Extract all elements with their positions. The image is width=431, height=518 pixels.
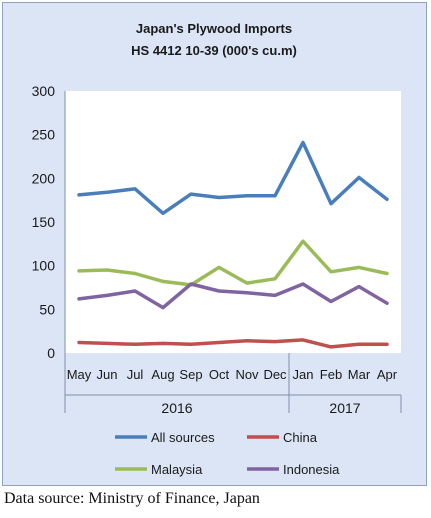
x-tick-label: Oct xyxy=(209,367,230,382)
y-tick-label: 150 xyxy=(32,214,56,230)
year-label: 2016 xyxy=(161,400,192,416)
x-tick-label: Jan xyxy=(293,367,314,382)
x-tick-label: Aug xyxy=(151,367,174,382)
chart-subtitle: HS 4412 10-39 (000's cu.m) xyxy=(131,43,297,58)
data-source-note: Data source: Ministry of Finance, Japan xyxy=(4,490,260,507)
chart-title: Japan's Plywood Imports xyxy=(136,21,292,36)
legend-label: Indonesia xyxy=(283,462,340,477)
y-tick-label: 0 xyxy=(47,345,55,361)
legend-label: China xyxy=(283,430,318,445)
legend-label: Malaysia xyxy=(151,462,203,477)
x-tick-label: Nov xyxy=(235,367,259,382)
y-tick-label: 200 xyxy=(32,170,56,186)
line-chart: Japan's Plywood Imports HS 4412 10-39 (0… xyxy=(32,21,402,477)
x-tick-label: Jul xyxy=(127,367,144,382)
year-label: 2017 xyxy=(329,400,360,416)
y-tick-label: 300 xyxy=(32,83,56,99)
y-tick-label: 50 xyxy=(39,301,55,317)
legend-label: All sources xyxy=(151,430,215,445)
plot-area xyxy=(65,91,401,353)
x-tick-label: Jun xyxy=(97,367,118,382)
series-line-all-sources xyxy=(77,140,389,216)
y-tick-label: 250 xyxy=(32,127,56,143)
y-tick-label: 100 xyxy=(32,258,56,274)
x-tick-label: Feb xyxy=(320,367,342,382)
x-tick-label: Apr xyxy=(377,367,398,382)
series-line-china xyxy=(77,338,389,349)
series-line-indonesia xyxy=(77,282,389,310)
chart-frame: Japan's Plywood Imports HS 4412 10-39 (0… xyxy=(2,2,427,486)
x-tick-label: May xyxy=(67,367,92,382)
x-tick-label: Mar xyxy=(348,367,371,382)
x-tick-label: Sep xyxy=(179,367,202,382)
series-line-malaysia xyxy=(77,239,389,287)
x-tick-label: Dec xyxy=(263,367,287,382)
